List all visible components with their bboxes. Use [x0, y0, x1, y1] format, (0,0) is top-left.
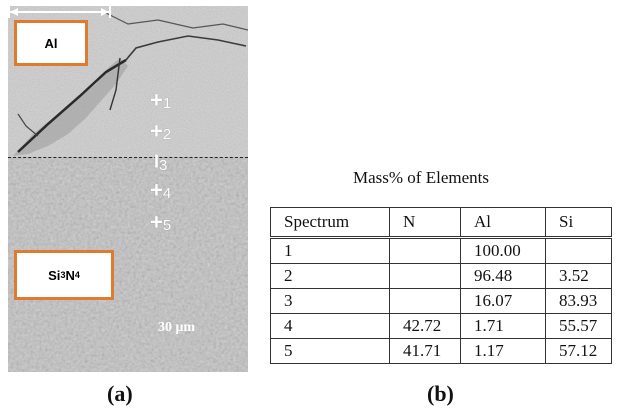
table-row: 2 96.48 3.52 [270, 263, 612, 289]
spectrum-marker-4: +4 [150, 177, 172, 203]
scale-bar [8, 6, 111, 18]
sem-micrograph: Al Si 3 N 4 +1 +2 I3 +4 +5 30 μm [8, 6, 248, 372]
cell [389, 263, 461, 289]
table-row: 1 100.00 [270, 237, 612, 264]
spectrum-marker-1: +1 [150, 87, 172, 113]
cell: 16.07 [460, 288, 546, 314]
table-row: 4 42.72 1.71 55.57 [270, 313, 612, 339]
panel-b-caption: (b) [427, 381, 454, 406]
table-title: Mass% of Elements [353, 168, 489, 187]
aluminum-region-label: Al [14, 20, 88, 66]
cell [545, 237, 612, 264]
table-row: 3 16.07 83.93 [270, 288, 612, 314]
spectrum-marker-5: +5 [150, 209, 172, 235]
n-subscript: 4 [74, 270, 80, 280]
cell: 100.00 [460, 237, 546, 264]
silicon-nitride-region-label: Si 3 N 4 [14, 250, 114, 300]
cell [389, 288, 461, 314]
cell: 3.52 [545, 263, 612, 289]
table-header-row: Spectrum N Al Si [270, 207, 612, 239]
panel-a-caption: (a) [107, 381, 133, 406]
header-al: Al [460, 207, 546, 239]
si-subscript: 3 [60, 270, 66, 280]
cell: 1.71 [460, 313, 546, 339]
cell [389, 237, 461, 264]
cell: 96.48 [460, 263, 546, 289]
cell: 2 [270, 263, 390, 289]
table-row: 5 41.71 1.17 57.12 [270, 338, 612, 364]
cell: 1 [270, 237, 390, 264]
spectrum-marker-3: I3 [154, 151, 168, 174]
header-n: N [389, 207, 461, 239]
header-spectrum: Spectrum [270, 207, 390, 239]
cell: 4 [270, 313, 390, 339]
cell: 3 [270, 288, 390, 314]
n-text: N [65, 267, 75, 283]
cell: 55.57 [545, 313, 612, 339]
header-si: Si [545, 207, 612, 239]
spectrum-marker-2: +2 [150, 118, 172, 144]
mass-percent-table: Spectrum N Al Si 1 100.00 2 96.48 3.52 3… [270, 207, 612, 364]
interface-dashed-line [8, 157, 248, 158]
micrograph-texture [8, 6, 248, 372]
cell: 42.72 [389, 313, 461, 339]
cell: 57.12 [545, 338, 612, 364]
cell: 5 [270, 338, 390, 364]
cell: 1.17 [460, 338, 546, 364]
scale-bar-label: 30 μm [158, 320, 196, 335]
si-text: Si [48, 267, 61, 283]
cell: 41.71 [389, 338, 461, 364]
cell: 83.93 [545, 288, 612, 314]
